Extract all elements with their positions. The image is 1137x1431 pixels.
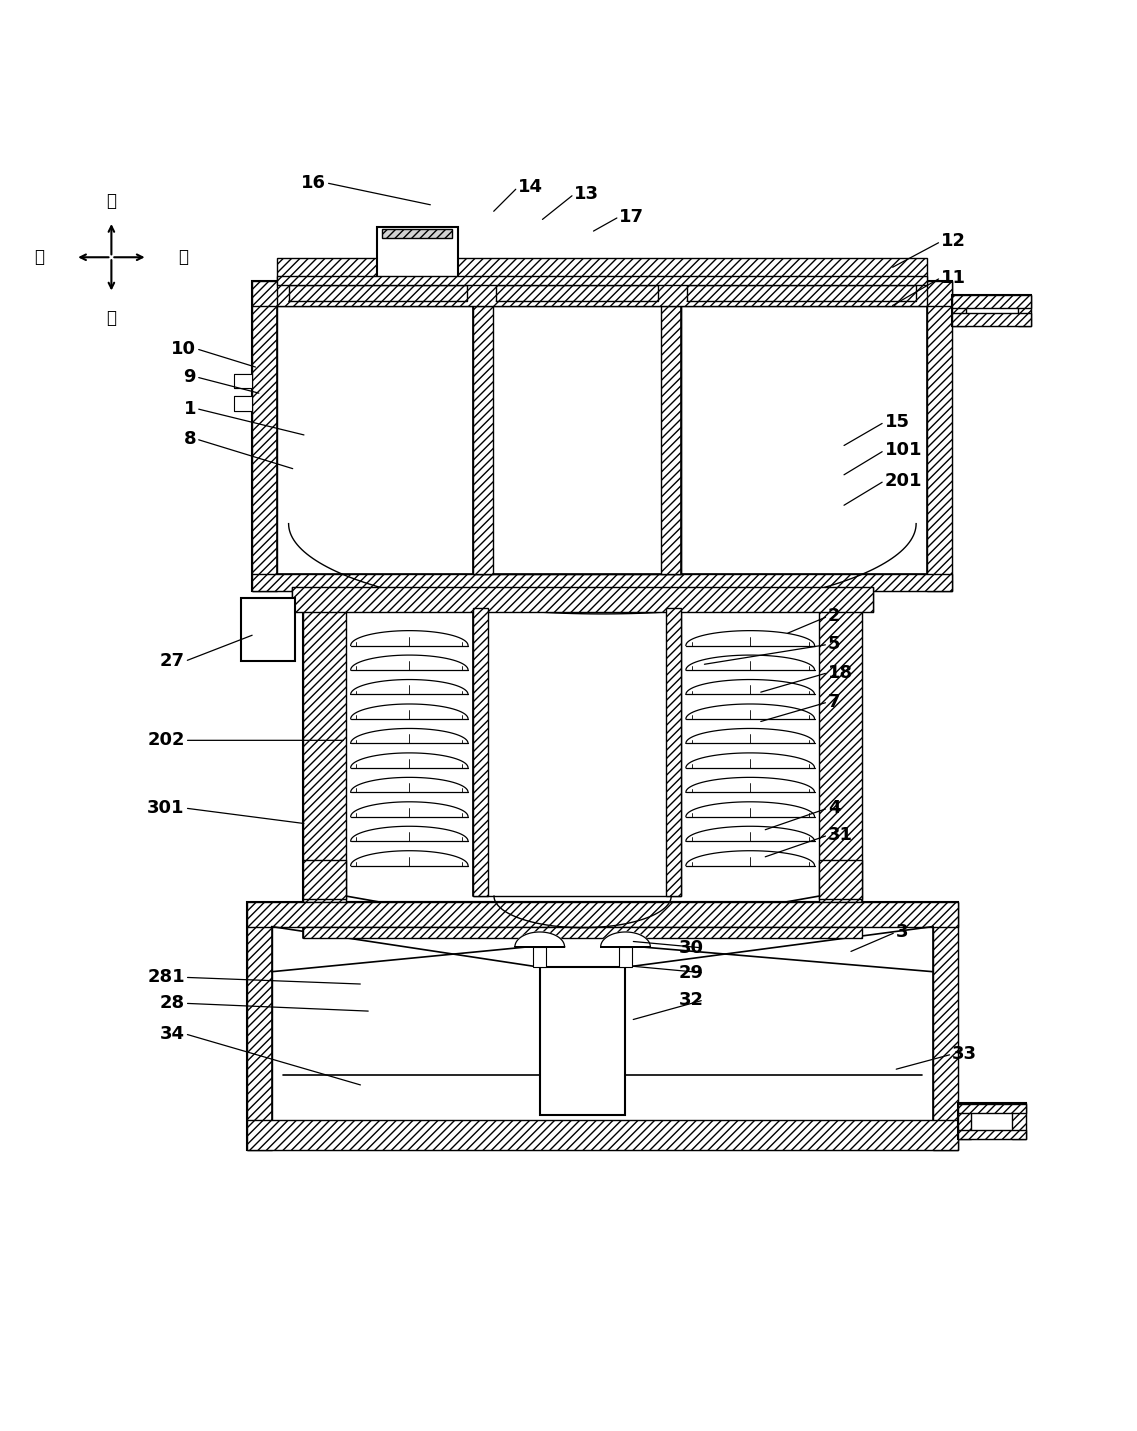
Text: 13: 13 (574, 185, 599, 203)
Text: 8: 8 (183, 429, 196, 448)
Bar (304, 860, 346, 900)
Text: 上: 上 (107, 192, 116, 210)
Text: 12: 12 (941, 232, 966, 250)
Text: 11: 11 (941, 269, 966, 286)
Text: 14: 14 (517, 179, 542, 196)
Bar (252, 280, 953, 306)
Bar (953, 295, 965, 326)
Bar (665, 608, 681, 896)
Text: 右: 右 (179, 248, 189, 266)
Bar (252, 280, 953, 591)
Bar (953, 295, 1031, 308)
Text: 34: 34 (160, 1025, 184, 1043)
Bar (661, 306, 681, 574)
Text: 1: 1 (183, 399, 196, 418)
Bar (473, 608, 681, 896)
Text: 4: 4 (828, 798, 840, 817)
Bar (382, 229, 453, 238)
Text: 27: 27 (160, 653, 184, 670)
Text: 201: 201 (885, 472, 922, 489)
Text: 301: 301 (148, 798, 184, 817)
Bar (252, 280, 277, 591)
Text: 2: 2 (828, 607, 840, 625)
Text: 10: 10 (171, 339, 196, 358)
Bar (289, 285, 467, 302)
Text: 16: 16 (301, 173, 326, 192)
Bar (496, 285, 657, 302)
Polygon shape (600, 932, 650, 947)
Text: 32: 32 (679, 990, 704, 1009)
Text: 左: 左 (34, 248, 44, 266)
Text: 18: 18 (828, 664, 853, 681)
Bar (252, 574, 953, 591)
Bar (292, 587, 873, 611)
Text: 5: 5 (828, 635, 840, 654)
Text: 281: 281 (147, 969, 184, 986)
Bar (957, 1129, 1026, 1139)
Bar (241, 598, 296, 661)
Bar (473, 608, 489, 896)
Bar (957, 1103, 1026, 1139)
Text: 3: 3 (896, 923, 908, 942)
Bar (247, 902, 272, 1151)
Bar (247, 1120, 957, 1151)
Bar (1012, 1103, 1026, 1139)
Bar (928, 280, 953, 591)
Bar (540, 967, 625, 1115)
Bar (234, 373, 252, 388)
Text: 101: 101 (885, 441, 922, 459)
Bar (277, 259, 928, 306)
Polygon shape (515, 932, 565, 947)
Bar (376, 226, 458, 280)
Text: 7: 7 (828, 693, 840, 711)
Bar (933, 902, 957, 1151)
Text: 29: 29 (679, 964, 704, 982)
Bar (953, 295, 1031, 326)
Bar (957, 1103, 1026, 1113)
Bar (957, 1103, 971, 1139)
Text: 30: 30 (679, 939, 704, 957)
Text: 15: 15 (885, 414, 910, 431)
Bar (234, 396, 252, 411)
Bar (819, 591, 862, 902)
Text: 28: 28 (159, 995, 184, 1012)
Text: 202: 202 (148, 731, 184, 750)
Bar (687, 285, 916, 302)
Text: 17: 17 (620, 207, 645, 226)
Text: 9: 9 (183, 368, 196, 386)
Bar (304, 591, 346, 902)
Bar (277, 276, 928, 285)
Bar (247, 902, 957, 926)
Bar (473, 306, 681, 574)
Text: 33: 33 (953, 1045, 977, 1063)
Bar (304, 926, 862, 937)
Bar (1018, 295, 1031, 326)
Bar (304, 591, 862, 902)
Bar (247, 902, 957, 1151)
Bar (819, 860, 862, 900)
Bar (473, 306, 492, 574)
Bar (953, 312, 1031, 326)
Bar (619, 947, 632, 967)
Bar (533, 947, 547, 967)
Text: 31: 31 (828, 826, 853, 844)
Text: 下: 下 (107, 309, 116, 328)
